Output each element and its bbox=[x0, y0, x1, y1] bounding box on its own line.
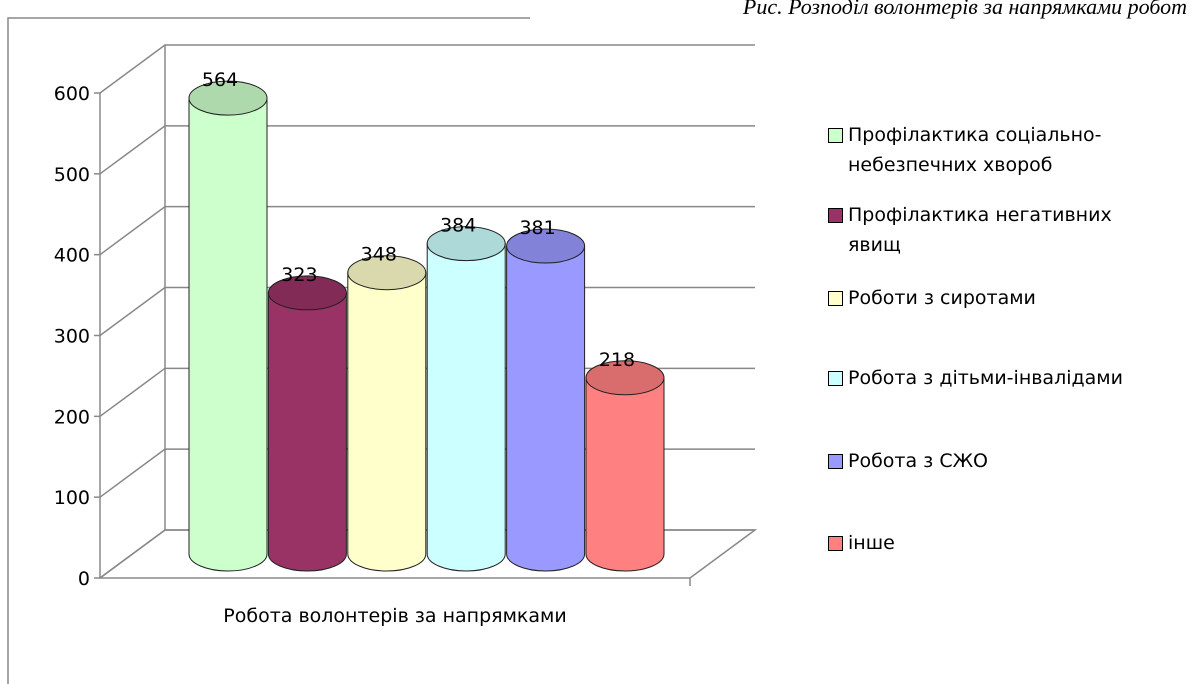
bar-top-shade bbox=[586, 360, 664, 395]
legend-item: інше bbox=[828, 528, 1168, 558]
bar bbox=[347, 272, 427, 572]
legend-swatch bbox=[828, 371, 843, 386]
y-tick-label: 500 bbox=[54, 164, 90, 186]
y-tick-label: 200 bbox=[54, 406, 90, 428]
legend-item: Профілактика соціально-небезпечних хворо… bbox=[828, 120, 1168, 180]
cylinder bbox=[188, 80, 268, 572]
bar-top-shade bbox=[189, 81, 267, 116]
caption: Рис. Розподіл волонтерів за напрямками р… bbox=[742, 0, 1187, 19]
legend-swatch bbox=[828, 291, 843, 306]
legend-swatch bbox=[828, 536, 843, 551]
grid-line bbox=[99, 205, 755, 256]
grid-line bbox=[99, 44, 755, 94]
data-label: 564 bbox=[202, 69, 238, 91]
legend-item: Роботи з сиротами bbox=[828, 283, 1168, 313]
cylinder bbox=[267, 275, 347, 572]
legend-label: Роботи з сиротами bbox=[848, 287, 1036, 309]
bar-top bbox=[267, 275, 347, 311]
bar-top-shade bbox=[506, 229, 585, 264]
cylinder bbox=[347, 255, 427, 572]
y-tick-label: 400 bbox=[54, 245, 90, 267]
bar bbox=[506, 245, 586, 572]
data-label: 348 bbox=[361, 244, 397, 266]
cylinder bbox=[426, 226, 506, 572]
legend-swatch bbox=[828, 128, 843, 143]
bar-top bbox=[426, 226, 506, 262]
legend-label: Профілактика негативних явищ bbox=[848, 204, 1112, 256]
bar bbox=[585, 377, 665, 572]
cylinder bbox=[585, 360, 665, 572]
legend-item: Робота з дітьми-інвалідами bbox=[828, 363, 1168, 393]
y-tick-label: 0 bbox=[78, 568, 90, 590]
data-label: 384 bbox=[440, 215, 476, 237]
bar bbox=[188, 97, 268, 572]
cylinder bbox=[506, 228, 586, 572]
bar-top bbox=[347, 255, 427, 291]
legend-label: інше bbox=[848, 532, 895, 554]
bar-top-shade bbox=[427, 226, 506, 261]
y-tick-label: 300 bbox=[54, 326, 90, 348]
legend-label: Робота з дітьми-інвалідами bbox=[848, 367, 1123, 389]
bar-top bbox=[506, 228, 586, 264]
data-label: 218 bbox=[599, 349, 635, 371]
bar-top bbox=[585, 360, 665, 396]
legend-item: Профілактика негативних явищ bbox=[828, 200, 1168, 260]
x-tick-label: Робота волонтерів за напрямками bbox=[223, 605, 566, 627]
y-tick-label: 600 bbox=[54, 83, 90, 105]
bar bbox=[426, 243, 506, 572]
legend-label: Робота з СЖО bbox=[848, 450, 989, 472]
bar bbox=[267, 292, 347, 572]
y-tick-label: 100 bbox=[54, 487, 90, 509]
bar-top bbox=[188, 80, 268, 116]
data-label: 323 bbox=[281, 264, 317, 286]
frame bbox=[7, 17, 530, 684]
data-label: 381 bbox=[519, 217, 555, 239]
legend-swatch bbox=[828, 208, 843, 223]
bar-top-shade bbox=[347, 255, 426, 290]
grid-line bbox=[99, 125, 755, 175]
bar-top-shade bbox=[268, 275, 347, 310]
legend-item: Робота з СЖО bbox=[828, 446, 1168, 476]
legend-swatch bbox=[828, 454, 843, 469]
legend-label: Профілактика соціально-небезпечних хворо… bbox=[848, 124, 1102, 176]
